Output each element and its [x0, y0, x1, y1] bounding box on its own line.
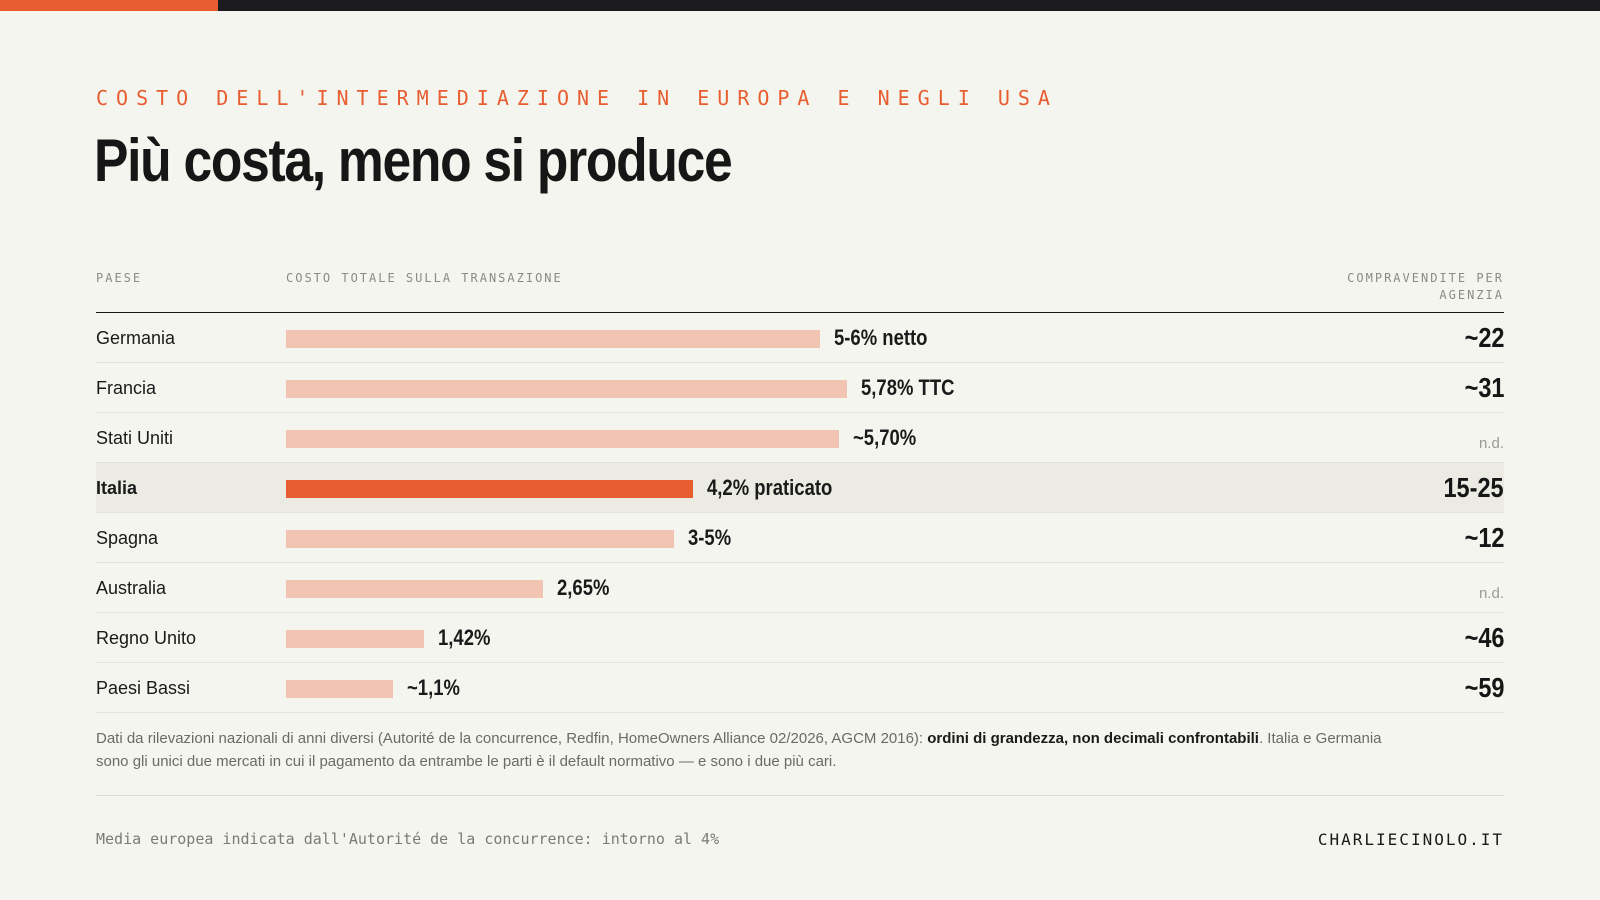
top-bar-accent: [0, 0, 218, 11]
site-link[interactable]: CHARLIECINOLO.IT: [1317, 830, 1504, 849]
note-bold: ordini di grandezza, non decimali confro…: [927, 730, 1259, 747]
bar-value-label: 5-6% netto: [833, 325, 927, 350]
sales-per-agency-value: ~59: [1464, 672, 1504, 703]
bar: [286, 580, 544, 598]
bar-value-label: ~5,70%: [852, 425, 917, 450]
table-row: Stati Uniti ~5,70% n.d.: [96, 413, 1504, 463]
sales-per-agency-value: n.d.: [1478, 585, 1504, 602]
country-label: Regno Unito: [96, 628, 197, 648]
country-label: Italia: [96, 478, 138, 498]
table-row: Francia 5,78% TTC ~31: [96, 363, 1504, 413]
bar: [286, 630, 424, 648]
bar-value-label: 3-5%: [688, 525, 732, 550]
bar: [286, 430, 839, 448]
bar-value-label: 2,65%: [557, 575, 610, 600]
bar: [286, 480, 694, 498]
bar: [286, 680, 393, 698]
column-header-cost: COSTO TOTALE SULLA TRANSAZIONE: [286, 271, 563, 285]
country-label: Germania: [96, 328, 176, 348]
top-bar: [0, 0, 1600, 11]
sales-per-agency-value: ~46: [1464, 622, 1504, 653]
column-header-sales-line2: AGENZIA: [1439, 288, 1504, 302]
bar-chart-table: Germania 5-6% netto ~22 Francia 5,78% TTC ~31…: [96, 313, 1504, 713]
header-rule: [96, 312, 1504, 313]
bar-value-label: 1,42%: [437, 625, 491, 650]
note-text-before: Dati da rilevazioni nazionali di anni di…: [96, 730, 928, 747]
country-label: Spagna: [96, 528, 159, 548]
bar-value-label: 4,2% praticato: [707, 475, 833, 500]
column-header-sales: COMPRAVENDITE PER AGENZIA: [1304, 270, 1504, 304]
country-label: Paesi Bassi: [96, 678, 191, 698]
note-text-after: . Italia e Germania sono gli unici due m…: [96, 730, 1382, 770]
column-header-country: PAESE: [96, 271, 143, 285]
country-label: Francia: [96, 378, 157, 398]
bar: [286, 330, 820, 348]
source-note: Dati da rilevazioni nazionali di anni di…: [96, 727, 1396, 773]
sales-per-agency-value: ~12: [1464, 522, 1504, 553]
bar-value-label: 5,78% TTC: [860, 375, 955, 400]
table-row: Regno Unito 1,42% ~46: [96, 613, 1504, 663]
country-label: Stati Uniti: [96, 428, 174, 448]
table-row: Paesi Bassi ~1,1% ~59: [96, 663, 1504, 713]
page-title: Più costa, meno si produce: [94, 127, 733, 194]
footer-rule: [96, 795, 1504, 796]
eyebrow: COSTO DELL'INTERMEDIAZIONE IN EUROPA E N…: [96, 86, 1058, 110]
bar: [286, 530, 674, 548]
bar-value-label: ~1,1%: [406, 675, 460, 700]
sales-per-agency-value: ~22: [1464, 322, 1504, 353]
column-header-sales-line1: COMPRAVENDITE PER: [1347, 271, 1504, 285]
table-row: Australia 2,65% n.d.: [96, 563, 1504, 613]
sales-per-agency-value: n.d.: [1478, 435, 1504, 452]
footer-caption: Media europea indicata dall'Autorité de …: [96, 830, 720, 848]
table-row: Spagna 3-5% ~12: [96, 513, 1504, 563]
sales-per-agency-value: 15-25: [1443, 472, 1504, 503]
sales-per-agency-value: ~31: [1464, 372, 1504, 403]
table-row: Germania 5-6% netto ~22: [96, 313, 1504, 363]
bar: [286, 380, 847, 398]
country-label: Australia: [96, 578, 167, 598]
table-row: Italia 4,2% praticato 15-25: [96, 463, 1504, 513]
